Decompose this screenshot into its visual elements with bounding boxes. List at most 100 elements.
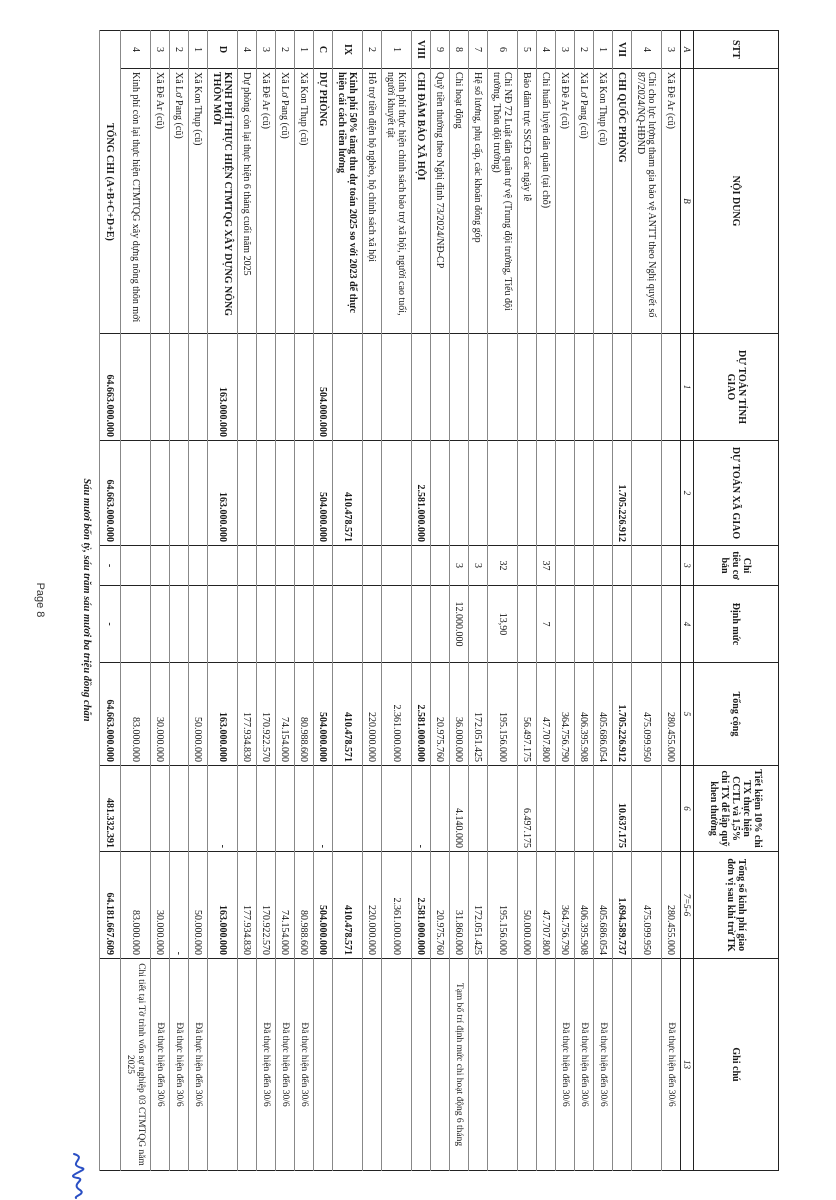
row-basic-target: 3 [468,545,488,586]
row-total: 1.705.226.912 [612,662,632,766]
table-row: 6 Chi NĐ 72 Luật dân quân tự vệ (Trung độ… [487,30,518,1171]
row-norm [313,585,333,663]
row-basic-target [237,545,257,586]
row-note: Đã thực hiện đến 30/6 [294,958,314,1171]
row-savings [294,765,314,852]
row-allocated: 220.000.000 [362,851,382,959]
table-row: 3 Xã Đê Ar (cũ) 30.000.000 30.000.000 Đã thự… [150,30,170,1171]
table-row: IX Kinh phí 50% tăng thu dự toán 2025 so … [332,30,363,1171]
header-row: STT NỘI DUNG DỰ TOÁN TỈNH GIAO DỰ TOÁN X… [693,30,779,1171]
row-province-budget [449,333,469,441]
header-province-budget: DỰ TOÁN TỈNH GIAO [693,333,779,441]
row-content: Kinh phí còn lại thực hiện CTMTQG xây dự… [120,68,151,334]
row-province-budget [430,333,450,441]
budget-table: STT NỘI DUNG DỰ TOÁN TỈNH GIAO DỰ TOÁN X… [99,30,779,1171]
row-allocated: 163.000.000 [207,851,238,959]
row-allocated: 47.707.800 [536,851,556,959]
row-commune-budget [275,440,295,546]
row-stt: IX [332,30,363,69]
row-savings [487,765,518,852]
row-total: 74.154.000 [275,662,295,766]
row-allocated: 80.988.600 [294,851,314,959]
row-commune-budget [188,440,208,546]
row-norm [188,585,208,663]
row-commune-budget [468,440,488,546]
row-basic-target [188,545,208,586]
table-row: 4 Kinh phí còn lại thực hiện CTMTQG xây d… [120,30,151,1171]
row-province-budget [275,333,295,441]
table-row: 3 Xã Đê Ar (cũ) 170.922.570 170.922.570 Đã t… [256,30,276,1171]
row-content: Dự phòng còn lại thực hiện 6 tháng cuối … [237,68,257,334]
row-note [411,958,431,1171]
row-basic-target [256,545,276,586]
row-savings [468,765,488,852]
row-province-budget [574,333,594,441]
row-total: 405.686.054 [593,662,613,766]
row-note: Đã thực hiện đến 30/6 [150,958,170,1171]
row-allocated: 406.395.908 [574,851,594,959]
table-row: 3 Xã Đê Ar (cũ) 364.756.790 364.756.790 Đã t… [555,30,575,1171]
row-basic-target [517,545,537,586]
column-index-cell: 3 [680,545,694,586]
row-stt: C [313,30,333,69]
row-norm [207,585,238,663]
row-allocated: 504.000.000 [313,851,333,959]
row-stt: 2 [169,30,189,69]
row-basic-target [430,545,450,586]
column-index-cell: 1 [680,333,694,441]
row-province-budget: 504.000.000 [313,333,333,441]
row-note [430,958,450,1171]
row-province-budget [487,333,518,441]
table-row: 4 Chi cho lực lượng tham gia bảo vệ ANTT … [631,30,662,1171]
row-norm [169,585,189,663]
row-stt: VII [612,30,632,69]
row-content: Chi cho lực lượng tham gia bảo vệ ANTT t… [631,68,662,334]
row-note [536,958,556,1171]
total-note [99,958,121,1171]
row-basic-target [169,545,189,586]
signature-mark [72,1153,85,1199]
row-allocated: 83.000.000 [120,851,151,959]
row-allocated: 405.686.054 [593,851,613,959]
row-basic-target [631,545,662,586]
row-savings [188,765,208,852]
row-norm [294,585,314,663]
row-stt: 2 [275,30,295,69]
row-content: DỰ PHÒNG [313,68,333,334]
row-stt: 7 [468,30,488,69]
row-stt: 1 [294,30,314,69]
total-savings: 481.332.391 [99,765,121,852]
row-province-budget [332,333,363,441]
row-content: Chi NĐ 72 Luật dân quân tự vệ (Trung đội… [487,68,518,334]
row-savings [536,765,556,852]
table-row: 2 Xã Lơ Pang (cũ) - Đã thực hiện đến 30/6 [169,30,189,1171]
column-index-cell: B [680,68,694,334]
total-sum: 64.663.000.000 [99,662,121,766]
row-savings: 4.140.000 [449,765,469,852]
row-content: Kinh phí thực hiện chính sách bảo trợ xã… [381,68,412,334]
row-norm: 12.000.000 [449,585,469,663]
row-savings [661,765,681,852]
row-stt: 3 [150,30,170,69]
row-total: 364.756.790 [555,662,575,766]
row-province-budget [631,333,662,441]
row-note [362,958,382,1171]
row-content: Xã Lơ Pang (cũ) [574,68,594,334]
row-note: Đã thực hiện đến 30/6 [593,958,613,1171]
row-allocated: 195.156.000 [487,851,518,959]
row-province-budget [411,333,431,441]
row-norm [574,585,594,663]
row-stt: 4 [237,30,257,69]
row-content: Xã Lơ Pang (cũ) [275,68,295,334]
row-savings [150,765,170,852]
row-allocated: 74.154.000 [275,851,295,959]
row-content: CHI ĐẢM BẢO XÃ HỘI [411,68,431,334]
row-note [631,958,662,1171]
row-norm [150,585,170,663]
total-commune: 64.663.000.000 [99,440,121,546]
total-row: TỔNG CHI (A+B+C+D+E) 64.663.000.000 64.6… [99,30,121,1171]
table-body: 3 Xã Đê Ar (cũ) 280.455.000 280.455.000 Đã t… [120,30,681,1171]
row-norm [381,585,412,663]
row-norm: 7 [536,585,556,663]
